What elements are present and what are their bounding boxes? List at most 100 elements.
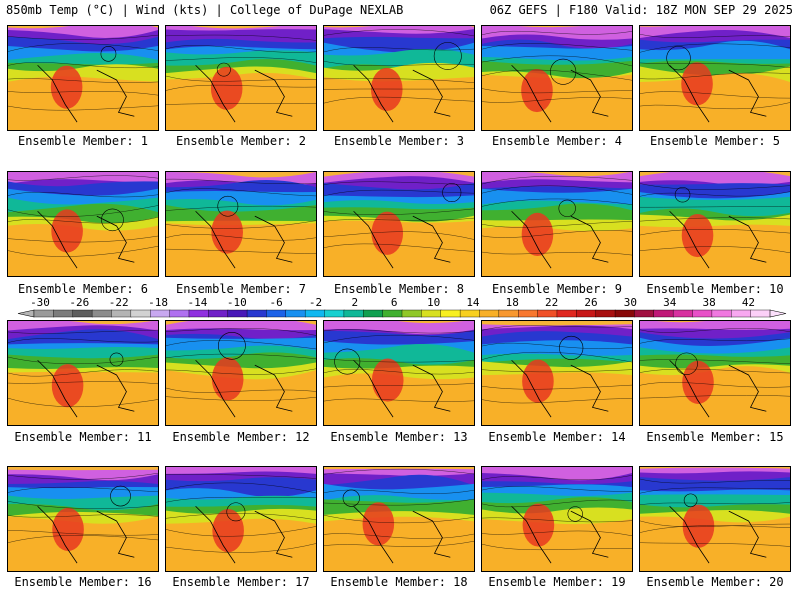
colorbar-swatch [208, 309, 229, 318]
colorbar-tick-label: -30 [30, 296, 50, 309]
colorbar-swatch [537, 309, 558, 318]
ensemble-member-label: Ensemble Member: 6 [17, 282, 149, 296]
colorbar-swatch [595, 309, 616, 318]
ensemble-map-panel [165, 171, 317, 277]
colorbar-swatch [556, 309, 578, 318]
colorbar-tick-label: 10 [427, 296, 440, 309]
temperature-map [166, 26, 316, 130]
ensemble-member-label: Ensemble Member: 11 [14, 430, 152, 444]
ensemble-member-label: Ensemble Member: 4 [491, 134, 623, 148]
ensemble-member-label: Ensemble Member: 19 [488, 575, 626, 589]
ensemble-map-panel [323, 171, 475, 277]
colorbar-swatch [130, 309, 151, 318]
colorbar-tick-label: -10 [227, 296, 247, 309]
colorbar-swatch [91, 309, 113, 318]
ensemble-member-label: Ensemble Member: 5 [649, 134, 781, 148]
colorbar-swatch [421, 309, 442, 318]
ensemble-map-panel [639, 466, 791, 572]
temperature-map [166, 172, 316, 276]
temperature-map [8, 469, 158, 571]
temperature-colorbar: -30 -26 -22 -18 -14 -10 -6 -2 2 6 10 14 18 22 26 30 34 38… [0, 295, 800, 323]
colorbar-swatch [731, 309, 752, 318]
colorbar-swatch [518, 309, 539, 318]
colorbar-tick-label: 14 [466, 296, 480, 309]
colorbar-tick-label: -26 [69, 296, 89, 309]
colorbar-swatch [653, 309, 674, 318]
colorbar-swatch [363, 309, 384, 318]
temperature-map [324, 172, 474, 276]
ensemble-member-label: Ensemble Member: 2 [175, 134, 307, 148]
ensemble-member-label: Ensemble Member: 8 [333, 282, 465, 296]
ensemble-map-panel [323, 320, 475, 426]
ensemble-member-label: Ensemble Member: 7 [175, 282, 307, 296]
ensemble-member-label: Ensemble Member: 3 [333, 134, 465, 148]
colorbar-tick-label: -6 [270, 296, 283, 309]
temperature-map [324, 468, 474, 571]
colorbar-swatch [614, 309, 636, 318]
colorbar-tick-label: 6 [391, 296, 398, 309]
temperature-map [640, 321, 790, 425]
ensemble-map-panel [323, 466, 475, 572]
ensemble-map-panel [639, 171, 791, 277]
colorbar-swatch [672, 309, 694, 318]
ensemble-map-panel [481, 25, 633, 131]
ensemble-map-panel [165, 320, 317, 426]
temperature-map [482, 467, 632, 571]
colorbar-tick-label: 2 [352, 296, 359, 309]
run-info: 06Z GEFS | F180 Valid: 18Z MON SEP 29 20… [489, 3, 793, 17]
colorbar-swatch [227, 309, 248, 318]
colorbar-swatch [150, 309, 171, 318]
colorbar-tick-label: -14 [187, 296, 207, 309]
temperature-map [640, 26, 790, 130]
ensemble-member-label: Ensemble Member: 14 [488, 430, 626, 444]
ensemble-map-panel [165, 466, 317, 572]
map-title: 850mb Temp (°C) | Wind (kts) | College o… [6, 3, 404, 17]
colorbar-tick-label: -18 [148, 296, 168, 309]
colorbar-swatch [459, 309, 481, 318]
ensemble-map-panel [481, 320, 633, 426]
colorbar-left-arrow [17, 309, 35, 318]
ensemble-member-label: Ensemble Member: 17 [172, 575, 310, 589]
temperature-map [482, 26, 632, 130]
ensemble-member-label: Ensemble Member: 10 [646, 282, 784, 296]
colorbar-swatch [479, 309, 500, 318]
colorbar-tick-label: -22 [109, 296, 129, 309]
colorbar-swatch [324, 309, 345, 318]
temperature-map [482, 172, 632, 276]
ensemble-member-label: Ensemble Member: 13 [330, 430, 468, 444]
temperature-map [166, 321, 316, 425]
colorbar-swatch [692, 309, 713, 318]
ensemble-map-panel [7, 320, 159, 426]
temperature-map [166, 467, 316, 571]
ensemble-member-label: Ensemble Member: 16 [14, 575, 152, 589]
colorbar-tick-label: 30 [624, 296, 637, 309]
temperature-map [640, 172, 790, 276]
colorbar-swatch [266, 309, 287, 318]
temperature-map [482, 324, 632, 425]
colorbar-tick-label: 26 [584, 296, 597, 309]
colorbar-tick-label: -2 [309, 296, 322, 309]
colorbar-swatch [53, 309, 74, 318]
colorbar-swatch [711, 309, 732, 318]
colorbar-tick-label: 18 [506, 296, 519, 309]
temperature-map [324, 26, 474, 130]
colorbar-swatch [576, 309, 597, 318]
ensemble-member-label: Ensemble Member: 15 [646, 430, 784, 444]
colorbar-swatch [304, 309, 326, 318]
colorbar-swatch [188, 309, 210, 318]
ensemble-map-panel [639, 25, 791, 131]
colorbar-swatch [33, 309, 55, 318]
colorbar-right-arrow [769, 309, 787, 318]
ensemble-map-panel [7, 171, 159, 277]
temperature-map [8, 321, 158, 425]
ensemble-member-label: Ensemble Member: 9 [491, 282, 623, 296]
temperature-map [640, 467, 790, 571]
ensemble-map-panel [639, 320, 791, 426]
ensemble-member-label: Ensemble Member: 12 [172, 430, 310, 444]
ensemble-member-label: Ensemble Member: 18 [330, 575, 468, 589]
colorbar-swatch [634, 309, 655, 318]
colorbar-graphic: -30 -26 -22 -18 -14 -10 -6 -2 2 6 10 14 18 22 26 30 34 38… [17, 296, 787, 318]
ensemble-map-panel [481, 171, 633, 277]
ensemble-member-label: Ensemble Member: 1 [17, 134, 149, 148]
colorbar-swatch [750, 309, 771, 318]
